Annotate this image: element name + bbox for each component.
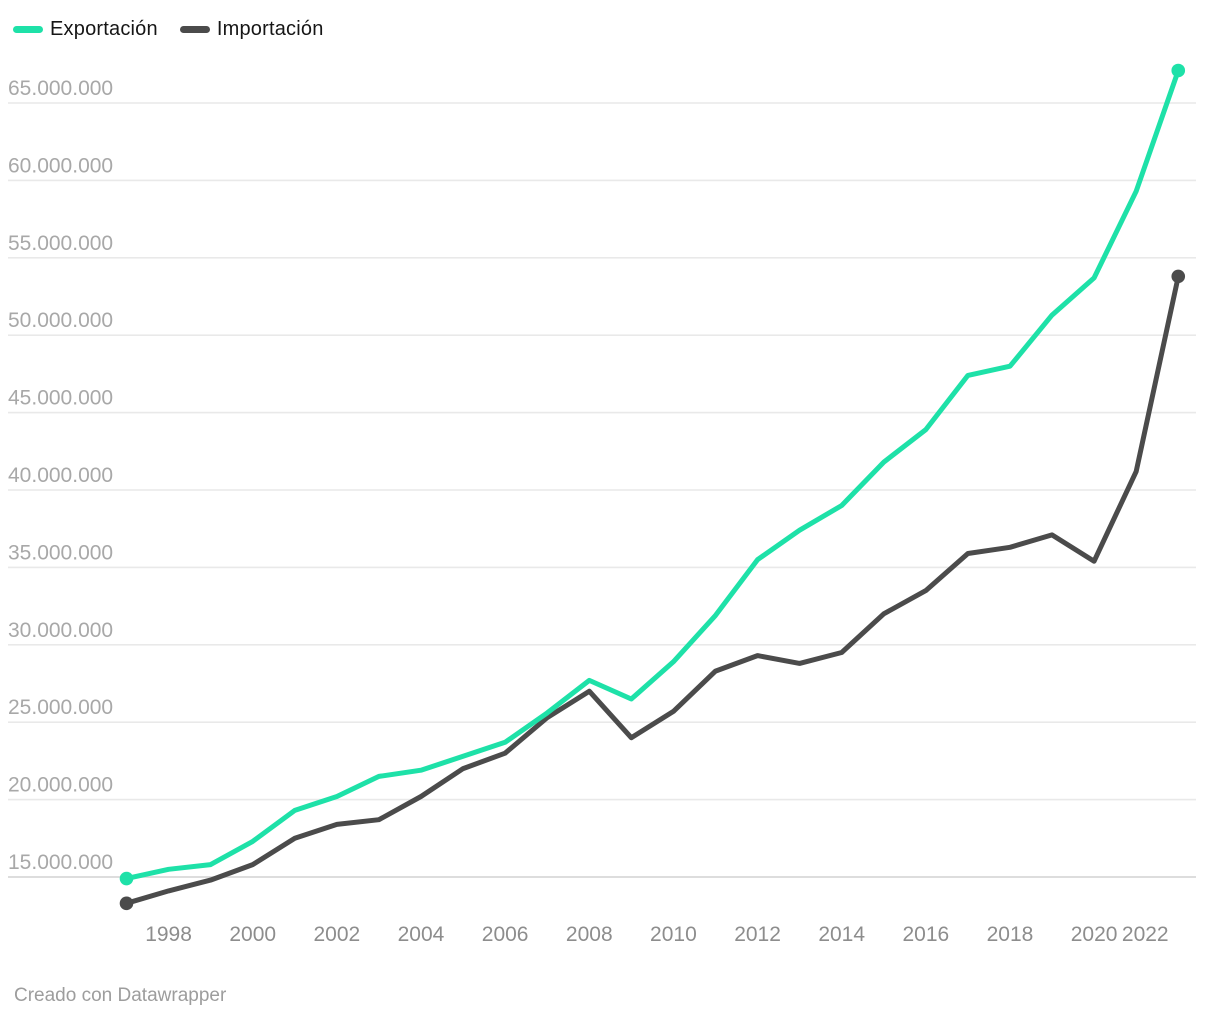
exportacion-swatch-icon — [13, 26, 43, 33]
legend-label-exportacion: Exportación — [50, 18, 158, 40]
y-axis-tick-label: 45.000.000 — [8, 387, 113, 410]
series-line-exportacion[interactable] — [124, 68, 1181, 881]
x-axis-tick-label: 2012 — [734, 923, 781, 946]
x-axis-tick-label: 2018 — [987, 923, 1034, 946]
legend-label-importacion: Importación — [216, 18, 324, 40]
x-axis-tick-label: 2000 — [229, 923, 276, 946]
x-axis-tick-label: 2014 — [818, 923, 865, 946]
x-axis-tick-label: 2002 — [313, 923, 360, 946]
legend-item-exportacion: Exportación — [13, 18, 158, 41]
x-axis-tick-label: 2010 — [650, 923, 697, 946]
y-axis-tick-label: 65.000.000 — [8, 77, 113, 100]
importacion-swatch-icon — [179, 26, 210, 33]
legend-item-importacion: Importación — [179, 18, 324, 41]
y-axis-tick-label: 35.000.000 — [8, 541, 113, 564]
series-endpoint-dot[interactable] — [119, 871, 134, 886]
y-axis-tick-label: 40.000.000 — [8, 464, 113, 487]
y-axis-tick-label: 30.000.000 — [8, 619, 113, 642]
series-endpoint-dot[interactable] — [1171, 269, 1186, 284]
y-axis-tick-label: 55.000.000 — [8, 232, 113, 255]
x-axis-tick-label: 2006 — [482, 923, 529, 946]
x-axis-tick-label: 2020 — [1071, 923, 1118, 946]
y-axis-tick-label: 20.000.000 — [8, 774, 113, 797]
y-axis-tick-label: 25.000.000 — [8, 696, 113, 719]
legend: Exportación Importación — [13, 18, 324, 41]
series-endpoint-dot[interactable] — [119, 896, 134, 911]
y-axis-tick-label: 15.000.000 — [8, 851, 113, 874]
y-axis-tick-label: 50.000.000 — [8, 309, 113, 332]
series-line-importacion[interactable] — [124, 273, 1181, 906]
series-endpoint-dot[interactable] — [1171, 63, 1186, 78]
y-axis-tick-label: 60.000.000 — [8, 154, 113, 177]
x-axis-tick-label: 2004 — [398, 923, 445, 946]
x-axis-tick-label: 2008 — [566, 923, 613, 946]
x-axis-tick-label: 2022 — [1122, 923, 1169, 946]
x-axis-tick-label: 2016 — [902, 923, 949, 946]
datawrapper-attribution[interactable]: Creado con Datawrapper — [14, 985, 227, 1006]
x-axis-tick-label: 1998 — [145, 923, 192, 946]
